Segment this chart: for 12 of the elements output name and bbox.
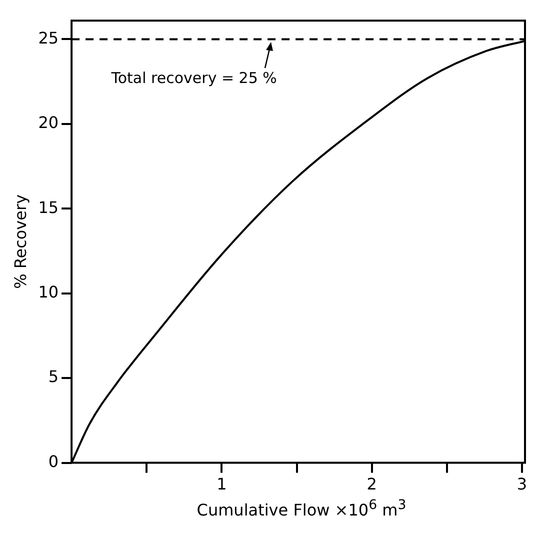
annotation: Total recovery = 25 % (111, 69, 277, 88)
x-tick-label: 1 (216, 474, 227, 494)
y-tick-label: 25 (38, 28, 59, 48)
y-tick-label: 5 (48, 367, 59, 386)
y-tick-label: 10 (38, 282, 59, 302)
x-axis-title: Cumulative Flow ×10$^{6}$ m$^{3}$ (196, 498, 408, 520)
y-tick-label: 0 (48, 452, 59, 471)
y-tick-label: 15 (38, 198, 59, 217)
y-axis-title: % Recovery (10, 194, 30, 289)
x-tick-label: 3 (516, 474, 528, 494)
y-tick-label: 20 (38, 113, 59, 132)
x-tick-label: 2 (366, 474, 377, 494)
